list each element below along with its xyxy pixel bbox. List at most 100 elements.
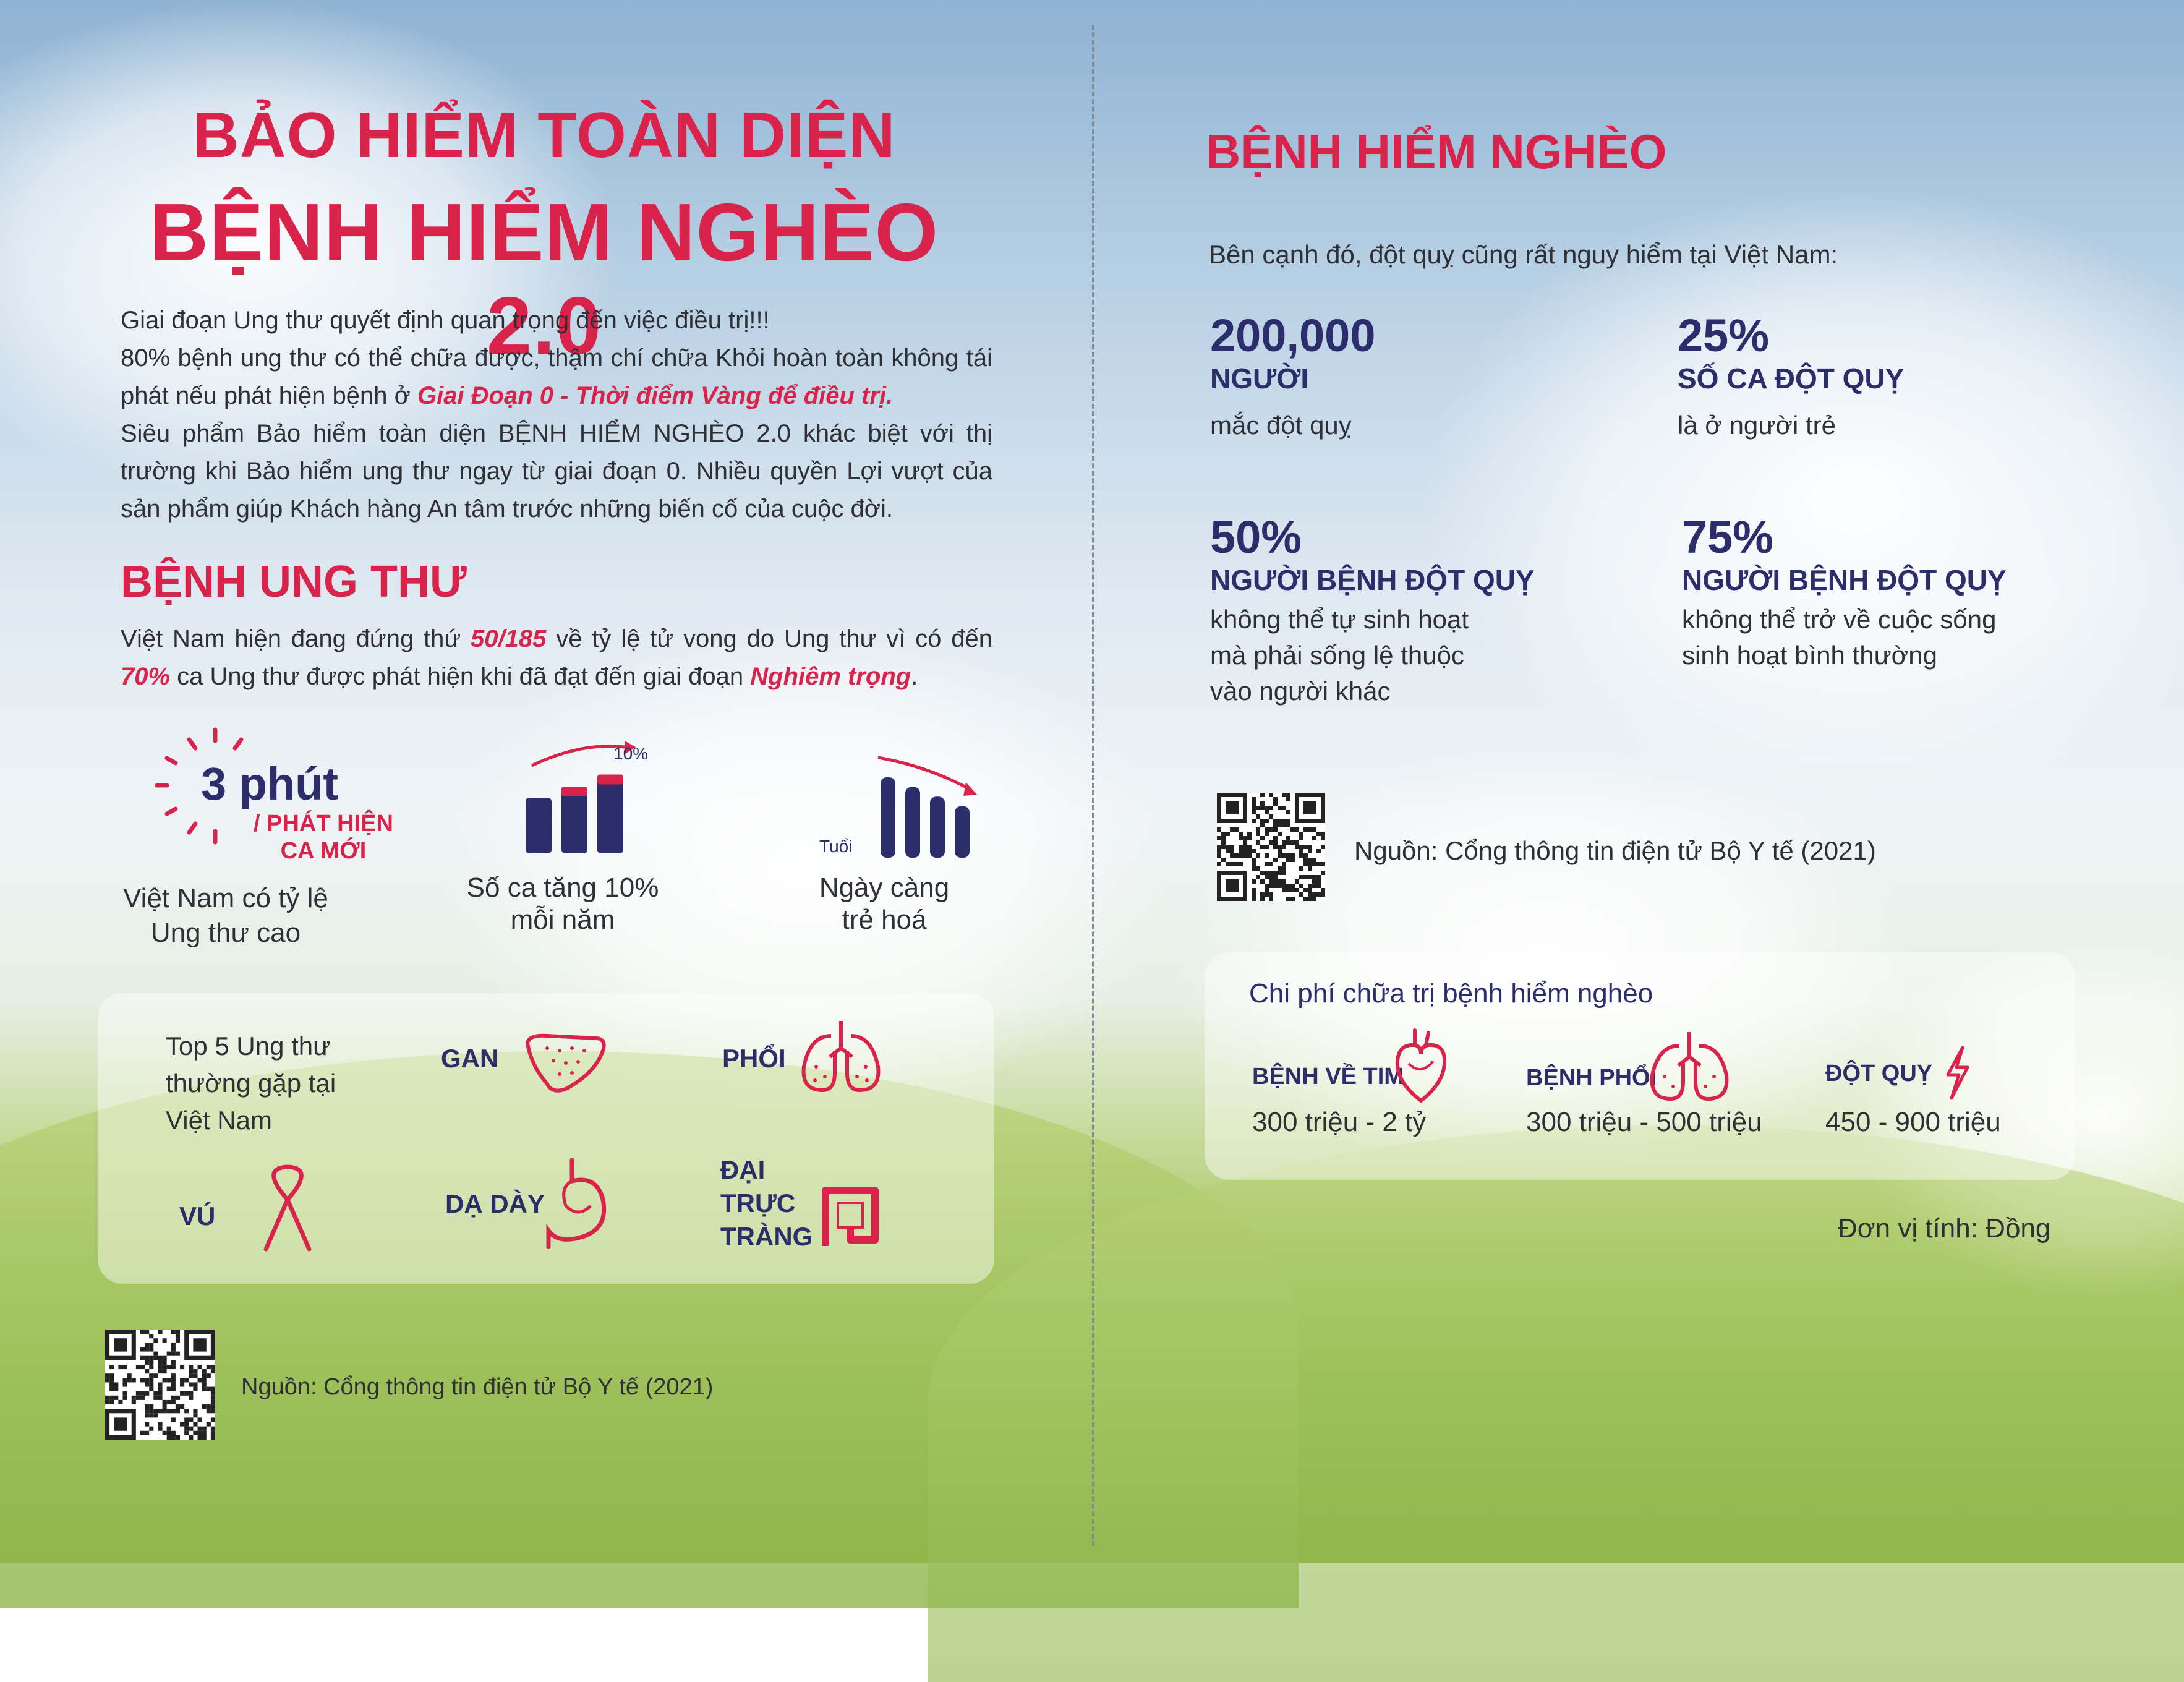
qr-module xyxy=(189,1373,194,1378)
qr-module xyxy=(1252,892,1256,897)
qr-module xyxy=(175,1330,181,1334)
qr-module xyxy=(1247,832,1252,836)
qr-module xyxy=(1256,832,1260,836)
qr-module xyxy=(1239,845,1243,849)
qr-module xyxy=(193,1373,198,1378)
qr-module xyxy=(105,1395,110,1400)
qr-module xyxy=(1260,879,1265,884)
qr-module xyxy=(1282,866,1286,871)
qr-module xyxy=(197,1378,202,1383)
qr-module xyxy=(1278,845,1282,849)
qr-module xyxy=(145,1343,150,1347)
qr-module xyxy=(1290,888,1295,892)
qr-module xyxy=(1273,884,1278,888)
qr-module xyxy=(202,1386,207,1391)
right-source: Nguồn: Cổng thông tin điện tử Bộ Y tế (2… xyxy=(1354,836,1876,865)
qr-module xyxy=(1299,875,1303,879)
qr-module xyxy=(1282,845,1286,849)
rising-bars-chart xyxy=(526,741,636,853)
qr-module xyxy=(1299,832,1303,836)
qr-module xyxy=(166,1426,171,1431)
qr-module xyxy=(140,1430,145,1435)
qr-module xyxy=(153,1338,158,1343)
qr-module xyxy=(135,1395,140,1400)
qr-module xyxy=(1217,862,1221,866)
qr-module xyxy=(1295,840,1299,845)
qr-module xyxy=(1265,884,1269,888)
qr-module xyxy=(1299,845,1303,849)
qr-module xyxy=(1303,827,1308,832)
qr-module xyxy=(1269,814,1273,819)
qr-module xyxy=(145,1355,150,1360)
qr-module xyxy=(1295,879,1299,884)
qr-module xyxy=(145,1369,150,1374)
qr-module xyxy=(1282,806,1286,810)
qr-module xyxy=(162,1378,167,1383)
qr-module xyxy=(145,1413,150,1418)
qr-code-right[interactable] xyxy=(1217,793,1325,901)
qr-module xyxy=(1273,797,1278,801)
qr-module xyxy=(145,1409,150,1414)
qr-module xyxy=(175,1435,181,1440)
qr-module xyxy=(1273,879,1278,884)
qr-module xyxy=(105,1373,110,1378)
qr-module xyxy=(1308,875,1312,879)
qr-module xyxy=(162,1355,167,1360)
lightning-icon xyxy=(1946,1046,1969,1100)
qr-module xyxy=(1290,853,1295,858)
qr-module xyxy=(202,1369,207,1374)
qr-module xyxy=(1308,884,1312,888)
qr-module xyxy=(1303,888,1308,892)
qr-module xyxy=(1312,884,1316,888)
qr-module xyxy=(140,1364,145,1370)
rising-arrowhead xyxy=(625,741,636,754)
qr-module xyxy=(210,1409,215,1414)
qr-module xyxy=(1234,862,1239,866)
qr-module xyxy=(166,1378,171,1383)
qr-module xyxy=(1290,897,1295,901)
qr-module xyxy=(109,1364,114,1370)
qr-module xyxy=(1321,892,1325,897)
qr-module xyxy=(1316,875,1321,879)
qr-module xyxy=(171,1378,176,1383)
stat-stroke-patients: 200,000 NGƯỜI mắc đột quỵ xyxy=(1210,310,1376,440)
qr-module xyxy=(118,1399,123,1405)
qr-module xyxy=(1312,897,1316,901)
qr-module xyxy=(193,1382,198,1387)
qr-module xyxy=(109,1386,114,1391)
qr-module xyxy=(145,1360,150,1365)
qr-module xyxy=(1265,819,1269,823)
clock-tick-icon xyxy=(155,727,244,845)
title-line-2: BỆNH HIỂM NGHÈO 2.0 xyxy=(149,187,939,371)
qr-module xyxy=(122,1391,127,1396)
qr-module xyxy=(1269,875,1273,879)
qr-module xyxy=(171,1364,176,1370)
qr-module xyxy=(1252,810,1256,814)
qr-module xyxy=(189,1426,194,1431)
qr-module xyxy=(202,1373,207,1378)
qr-module xyxy=(1316,884,1321,888)
qr-module xyxy=(1286,836,1290,840)
qr-module xyxy=(1226,862,1230,866)
qr-module xyxy=(162,1409,167,1414)
qr-module xyxy=(1278,871,1282,875)
qr-module xyxy=(171,1395,176,1400)
qr-module xyxy=(145,1430,150,1435)
qr-module xyxy=(184,1409,189,1414)
qr-module xyxy=(1282,871,1286,875)
qr-module xyxy=(1260,897,1265,901)
qr-module xyxy=(210,1364,215,1370)
qr-module xyxy=(1260,845,1265,849)
qr-module xyxy=(193,1386,198,1391)
qr-module xyxy=(171,1417,176,1422)
qr-module xyxy=(1303,853,1308,858)
qr-module xyxy=(140,1330,145,1334)
qr-module xyxy=(1299,849,1303,853)
qr-module xyxy=(1273,875,1278,879)
qr-module xyxy=(1256,875,1260,879)
qr-module xyxy=(210,1395,215,1400)
qr-module xyxy=(1239,853,1243,858)
qr-code-left[interactable] xyxy=(105,1330,215,1440)
golden-time: Giai Đoạn 0 - Thời điểm Vàng để điều trị… xyxy=(417,382,894,409)
qr-module xyxy=(135,1364,140,1370)
